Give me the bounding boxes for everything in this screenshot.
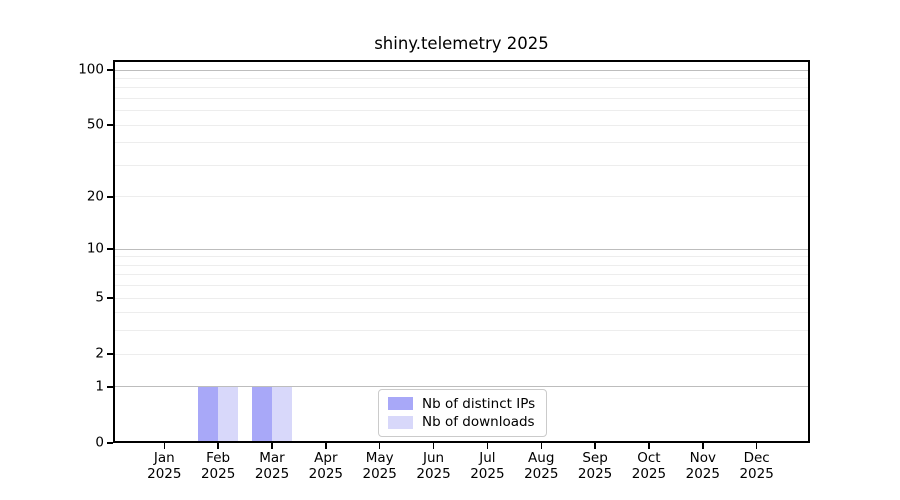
- x-tick-label-year: 2025: [200, 466, 236, 482]
- x-tick-label-jan: Jan 2025: [147, 450, 181, 482]
- y-tick-label-50: 50: [86, 116, 104, 133]
- gridline-minor-20: [113, 196, 810, 198]
- legend-label-nb-of-distinct-ips: Nb of distinct IPs: [422, 395, 536, 412]
- x-tick-label-apr: Apr 2025: [309, 450, 343, 482]
- x-tick-label-month: Jul: [479, 450, 496, 466]
- y-tick-5: [107, 297, 113, 299]
- bar-nb-of-distinct-ips-mar-2025: [252, 386, 272, 443]
- x-tick-label-month: Apr: [314, 450, 338, 466]
- y-tick-label-1: 1: [95, 378, 104, 395]
- x-tick-mar: [271, 443, 273, 449]
- legend-swatch-nb-of-distinct-ips: [388, 397, 413, 411]
- x-tick-jan: [163, 443, 166, 449]
- x-tick-label-year: 2025: [470, 466, 505, 482]
- x-tick-label-year: 2025: [685, 466, 720, 482]
- x-tick-label-year: 2025: [524, 466, 559, 482]
- x-tick-label-jul: Jul 2025: [470, 450, 504, 482]
- gridline-major-100: [113, 69, 810, 71]
- gridline-minor-70: [113, 97, 810, 99]
- gridline-minor-90: [113, 77, 810, 79]
- x-tick-may: [378, 443, 381, 449]
- x-tick-label-year: 2025: [308, 466, 344, 482]
- gridline-minor-5: [113, 297, 810, 299]
- gridline-major-10: [113, 248, 810, 250]
- legend-item-nb-of-downloads: Nb of downloads: [388, 414, 537, 430]
- y-tick-label-0: 0: [95, 434, 104, 451]
- y-tick-label-2: 2: [95, 345, 104, 362]
- legend-swatch-nb-of-downloads: [388, 415, 413, 429]
- gridline-minor-3: [113, 330, 810, 332]
- x-tick-label-may: May 2025: [363, 450, 397, 482]
- y-tick-20: [107, 196, 113, 198]
- y-tick-100: [107, 69, 113, 71]
- x-tick-label-feb: Feb 2025: [201, 450, 235, 482]
- x-tick-label-jun: Jun 2025: [416, 450, 450, 482]
- x-tick-label-year: 2025: [362, 466, 397, 482]
- x-tick-label-oct: Oct 2025: [632, 450, 666, 482]
- x-tick-label-month: Dec: [743, 450, 770, 466]
- x-tick-label-month: Aug: [528, 450, 555, 466]
- gridline-minor-80: [113, 87, 810, 89]
- x-tick-label-month: Nov: [689, 450, 716, 466]
- y-tick-label-20: 20: [86, 188, 104, 205]
- x-tick-label-nov: Nov 2025: [686, 450, 720, 482]
- x-tick-label-year: 2025: [147, 466, 182, 482]
- bar-nb-of-downloads-feb-2025: [218, 386, 239, 443]
- plot-area: [113, 60, 810, 443]
- y-tick-label-10: 10: [86, 240, 104, 257]
- x-tick-label-mar: Mar 2025: [255, 450, 289, 482]
- y-tick-1: [107, 386, 113, 388]
- y-tick-50: [107, 124, 113, 126]
- gridline-minor-40: [113, 142, 810, 144]
- legend-item-nb-of-distinct-ips: Nb of distinct IPs: [388, 396, 537, 412]
- x-tick-oct: [648, 443, 650, 449]
- gridline-minor-9: [113, 256, 810, 258]
- x-tick-label-year: 2025: [631, 466, 667, 482]
- x-tick-jun: [432, 443, 435, 449]
- x-tick-nov: [702, 443, 704, 449]
- gridline-minor-4: [113, 312, 810, 314]
- x-tick-label-month: Sep: [582, 450, 608, 466]
- x-tick-label-year: 2025: [416, 466, 451, 482]
- x-tick-label-year: 2025: [254, 466, 290, 482]
- x-tick-label-year: 2025: [739, 466, 774, 482]
- x-tick-label-dec: Dec 2025: [739, 450, 773, 482]
- x-tick-label-month: Jun: [422, 450, 445, 466]
- x-tick-label-month: Jan: [153, 450, 175, 466]
- gridline-minor-2: [113, 353, 810, 355]
- gridline-minor-30: [113, 164, 810, 166]
- y-tick-0: [107, 442, 113, 444]
- y-tick-label-5: 5: [95, 289, 104, 306]
- y-tick-label-100: 100: [78, 61, 104, 78]
- x-tick-apr: [325, 443, 327, 449]
- gridline-minor-60: [113, 110, 810, 112]
- gridline-minor-50: [113, 124, 810, 126]
- x-tick-label-year: 2025: [577, 466, 613, 482]
- y-tick-10: [107, 248, 113, 250]
- chart-title: shiny.telemetry 2025: [374, 34, 549, 53]
- x-tick-label-month: May: [365, 450, 394, 466]
- x-tick-dec: [755, 443, 758, 449]
- y-tick-2: [107, 353, 113, 355]
- x-tick-label-month: Mar: [259, 450, 285, 466]
- x-tick-label-aug: Aug 2025: [524, 450, 558, 482]
- x-tick-label-month: Feb: [206, 450, 231, 466]
- bar-nb-of-distinct-ips-feb-2025: [198, 386, 219, 443]
- x-tick-label-sep: Sep 2025: [578, 450, 612, 482]
- bar-nb-of-downloads-mar-2025: [272, 386, 292, 443]
- x-tick-feb: [217, 443, 219, 449]
- gridline-major-1: [113, 386, 810, 388]
- gridline-minor-8: [113, 264, 810, 266]
- x-tick-label-month: Oct: [637, 450, 661, 466]
- gridline-minor-7: [113, 274, 810, 276]
- gridline-minor-6: [113, 285, 810, 287]
- legend: Nb of distinct IPs Nb of downloads: [378, 389, 547, 437]
- legend-label-nb-of-downloads: Nb of downloads: [422, 414, 535, 431]
- x-tick-jul: [486, 443, 489, 449]
- x-tick-aug: [540, 443, 542, 449]
- x-tick-sep: [594, 443, 596, 449]
